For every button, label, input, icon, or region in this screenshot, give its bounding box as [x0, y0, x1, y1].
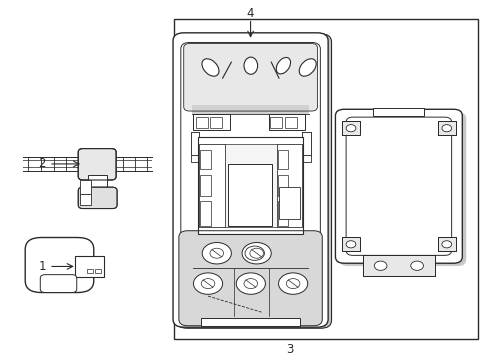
Bar [190, 155, 207, 162]
Circle shape [202, 243, 231, 264]
Circle shape [209, 248, 223, 258]
Text: 4: 4 [246, 8, 254, 21]
Bar [80, 180, 91, 194]
Text: 2: 2 [38, 157, 45, 170]
Circle shape [441, 125, 451, 132]
Bar [190, 132, 199, 155]
Bar [278, 187, 300, 219]
Bar [95, 269, 101, 273]
Bar [198, 137, 302, 234]
FancyBboxPatch shape [78, 149, 116, 180]
Bar [276, 144, 301, 227]
Circle shape [236, 273, 265, 294]
Bar [210, 117, 222, 128]
Bar [201, 318, 300, 327]
Bar [341, 237, 360, 251]
Bar [277, 150, 287, 169]
Bar [270, 117, 282, 128]
FancyBboxPatch shape [173, 33, 327, 327]
Circle shape [346, 125, 355, 132]
Bar [341, 121, 360, 135]
Ellipse shape [202, 59, 219, 76]
Bar [206, 144, 293, 227]
Bar [75, 256, 104, 277]
Bar [341, 121, 360, 135]
FancyBboxPatch shape [176, 34, 331, 328]
Text: 1: 1 [39, 260, 46, 273]
Bar [200, 150, 210, 169]
Circle shape [242, 243, 271, 264]
Bar [193, 114, 229, 130]
Bar [196, 117, 207, 128]
Circle shape [244, 279, 257, 289]
Bar [200, 202, 210, 226]
Bar [190, 132, 199, 155]
FancyBboxPatch shape [183, 44, 317, 111]
Bar [301, 132, 310, 155]
Bar [372, 108, 424, 116]
Bar [268, 114, 305, 130]
Circle shape [346, 241, 355, 248]
Bar [277, 175, 287, 196]
FancyBboxPatch shape [335, 109, 461, 263]
Circle shape [410, 261, 423, 270]
Bar [200, 175, 210, 196]
Bar [437, 237, 455, 251]
Circle shape [373, 261, 386, 270]
Bar [277, 202, 287, 226]
Ellipse shape [276, 58, 290, 74]
Bar [87, 269, 93, 273]
Bar [341, 237, 360, 251]
FancyBboxPatch shape [181, 42, 320, 321]
Bar [293, 155, 310, 162]
Bar [362, 255, 434, 276]
Bar [359, 133, 437, 240]
Circle shape [244, 246, 264, 260]
Text: 3: 3 [285, 343, 293, 356]
Circle shape [278, 273, 307, 294]
Bar [192, 105, 308, 114]
FancyBboxPatch shape [339, 112, 465, 266]
Circle shape [286, 279, 299, 289]
Bar [437, 121, 455, 135]
Ellipse shape [244, 57, 257, 74]
Bar [301, 132, 310, 155]
Circle shape [441, 241, 451, 248]
FancyBboxPatch shape [346, 117, 451, 255]
Circle shape [193, 273, 222, 294]
Bar [199, 144, 224, 227]
Bar [80, 194, 91, 205]
FancyBboxPatch shape [179, 231, 322, 326]
Bar [437, 237, 455, 251]
FancyBboxPatch shape [78, 187, 117, 208]
FancyBboxPatch shape [40, 275, 77, 293]
Circle shape [249, 248, 263, 258]
FancyBboxPatch shape [25, 238, 94, 293]
Ellipse shape [299, 59, 316, 76]
Bar [199, 144, 224, 227]
Bar [174, 19, 477, 339]
Circle shape [201, 279, 214, 289]
Bar [362, 255, 434, 276]
Bar [88, 175, 107, 193]
Bar [276, 144, 301, 227]
Bar [285, 117, 296, 128]
Bar [228, 164, 272, 226]
Bar [437, 121, 455, 135]
